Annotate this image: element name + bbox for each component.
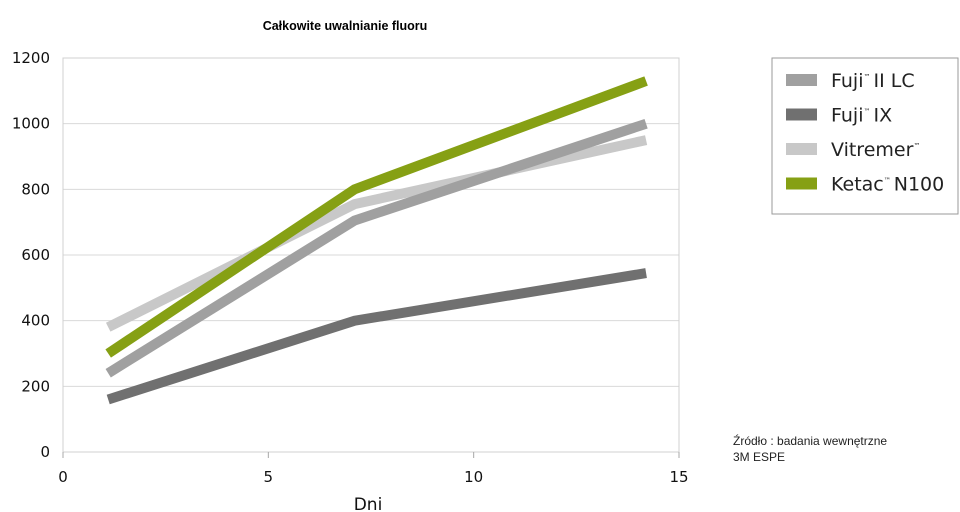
x-tick-label: 5: [264, 468, 274, 486]
series-line: [106, 268, 647, 405]
legend-label: Fuji™ IX: [831, 105, 892, 127]
series-line: [105, 135, 648, 332]
legend-swatch: [786, 108, 817, 121]
chart-title: Całkowite uwalnianie fluoru: [263, 19, 428, 33]
legend-label: Fuji™ II LC: [831, 70, 915, 92]
legend-swatch: [786, 177, 817, 190]
x-axis: 0 5 10 15: [58, 452, 689, 486]
y-tick-label: 0: [40, 443, 50, 461]
legend-swatch: [786, 74, 817, 86]
series-line: [105, 118, 648, 378]
source-note: Źródło : badania wewnętrzne 3M ESPE: [733, 433, 887, 464]
y-axis: 0 200 400 600 800 1000 1200: [12, 49, 50, 461]
source-line-2: 3M ESPE: [733, 450, 785, 464]
y-tick-label: 400: [21, 312, 50, 330]
x-tick-label: 10: [464, 468, 483, 486]
y-tick-label: 1200: [12, 49, 50, 67]
legend-label: Vitremer™: [831, 139, 920, 161]
x-axis-label: Dni: [354, 495, 383, 512]
y-tick-label: 200: [21, 377, 50, 395]
series-lines: [105, 76, 648, 405]
plot-area-border: [62, 57, 680, 453]
source-line-1: Źródło : badania wewnętrzne: [733, 433, 887, 448]
x-tick-label: 15: [669, 468, 688, 486]
x-tick-label: 0: [58, 468, 68, 486]
legend-swatch: [786, 143, 817, 155]
y-tick-label: 600: [21, 246, 50, 264]
series-line: [105, 76, 648, 358]
y-tick-label: 800: [21, 180, 50, 198]
y-tick-label: 1000: [12, 115, 50, 133]
